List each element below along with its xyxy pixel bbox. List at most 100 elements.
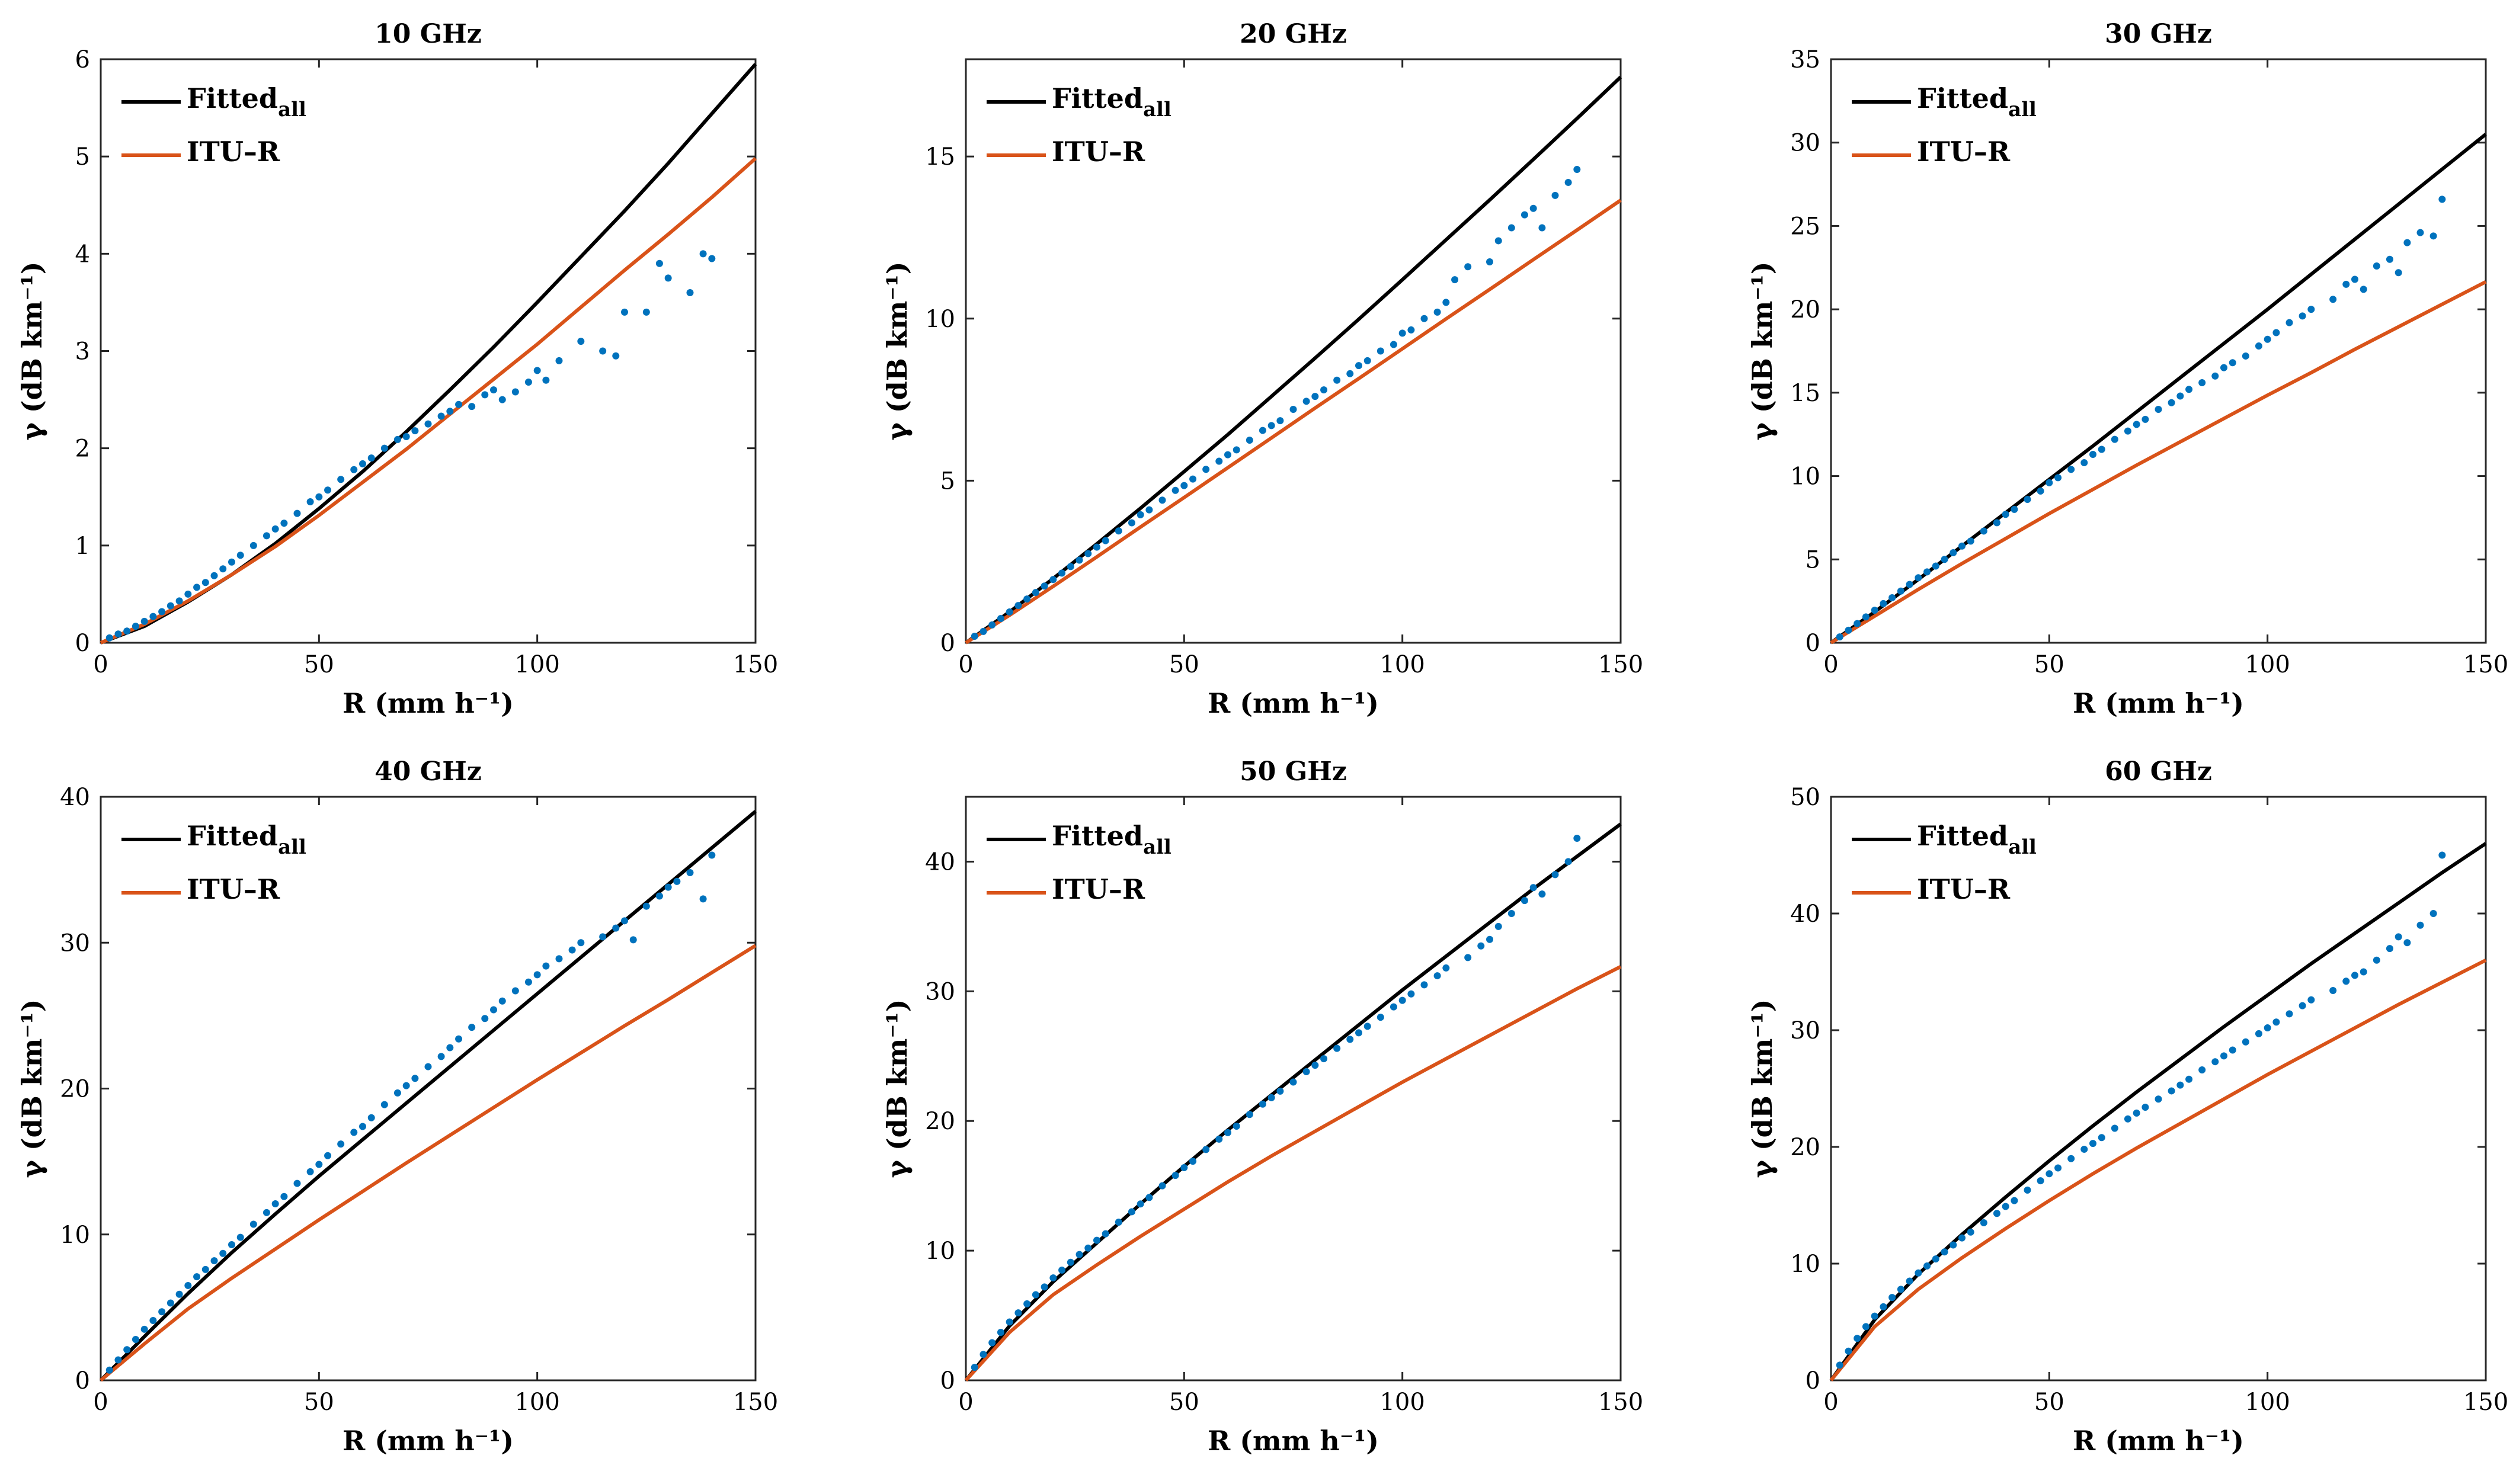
data-point — [1128, 1208, 1135, 1216]
data-point — [2124, 427, 2131, 435]
data-point — [1215, 457, 1223, 465]
data-point — [350, 466, 358, 473]
data-point — [2416, 921, 2424, 929]
data-point — [1058, 569, 1066, 577]
data-point — [455, 400, 463, 408]
data-point — [411, 427, 419, 435]
data-point — [1958, 1234, 1966, 1242]
data-point — [2054, 474, 2062, 482]
data-point — [201, 1265, 209, 1273]
data-point — [1932, 562, 1939, 570]
x-tick-label: 50 — [304, 651, 334, 678]
data-point — [1923, 1262, 1931, 1270]
data-point — [271, 1200, 279, 1208]
data-point — [1320, 386, 1328, 394]
data-point — [1267, 422, 1275, 430]
data-point — [1398, 329, 1406, 337]
legend-label-main: Fitted — [1917, 820, 2008, 852]
y-tick-label: 3 — [75, 338, 90, 366]
data-point — [359, 1123, 366, 1130]
chart-title: 10 GHz — [374, 19, 482, 49]
data-point — [642, 308, 650, 316]
data-point — [1041, 1283, 1048, 1291]
data-point — [2080, 1145, 2088, 1153]
y-tick-label: 20 — [1790, 296, 1820, 323]
data-point — [2395, 269, 2402, 277]
data-point — [1224, 451, 1231, 459]
y-tick-label: 5 — [1806, 546, 1820, 573]
data-point — [2168, 399, 2175, 406]
data-point — [1464, 954, 1472, 961]
data-point — [2211, 372, 2219, 380]
data-point — [1075, 1251, 1083, 1258]
data-point — [1390, 341, 1397, 348]
y-tick-label: 6 — [75, 46, 90, 73]
panel-30-ghz: 30 GHz 0 50 100 150 0 5 10 15 20 25 30 35 R (mm h⁻¹) γ… — [1746, 19, 2508, 719]
data-point — [1573, 835, 1581, 842]
data-point — [2080, 459, 2088, 467]
data-point — [1854, 620, 1861, 627]
data-point — [1346, 1036, 1354, 1043]
data-point — [1276, 1087, 1284, 1095]
data-point — [2198, 1066, 2206, 1073]
data-point — [140, 617, 148, 625]
data-point — [219, 565, 227, 573]
data-point — [1084, 550, 1092, 557]
data-point — [2438, 851, 2446, 859]
data-point — [193, 584, 201, 591]
data-point — [359, 460, 366, 467]
y-tick-label: 0 — [75, 1367, 90, 1395]
data-point — [293, 1179, 301, 1187]
data-point — [1420, 981, 1428, 989]
data-point — [132, 623, 139, 630]
data-point — [1137, 511, 1144, 518]
data-point — [337, 476, 345, 483]
y-tick-label: 0 — [940, 630, 955, 657]
data-point — [1333, 1044, 1341, 1052]
data-point — [2351, 275, 2358, 283]
data-point — [2011, 505, 2018, 513]
data-point — [2168, 1087, 2175, 1095]
data-point — [2264, 1024, 2271, 1032]
data-point — [1084, 1244, 1092, 1252]
data-point — [1871, 607, 1878, 614]
data-point — [1302, 398, 1310, 405]
panel-10-ghz: 10 GHz 0 50 100 150 0 1 2 3 4 5 6 R (mm h⁻¹) γ (dB km… — [16, 19, 778, 719]
data-point — [2285, 319, 2293, 326]
data-point — [2198, 379, 2206, 386]
y-tick-label: 10 — [925, 306, 955, 333]
data-point — [511, 388, 519, 396]
data-point — [1363, 357, 1371, 364]
data-point — [1067, 1258, 1074, 1266]
data-point — [167, 1299, 174, 1307]
data-point — [1941, 1248, 1948, 1256]
data-point — [1137, 1200, 1144, 1208]
y-tick-label: 30 — [60, 929, 90, 957]
legend-label: Fittedall — [1917, 82, 2037, 121]
legend-label-main: ITU–R — [187, 873, 280, 905]
data-point — [2264, 335, 2271, 343]
data-point — [2024, 495, 2031, 503]
data-point — [2229, 359, 2236, 367]
x-tick-label: 50 — [1169, 651, 1199, 678]
data-point — [2360, 286, 2367, 293]
y-tick-label: 25 — [1790, 213, 1820, 240]
data-point — [599, 933, 607, 941]
data-point — [1521, 897, 1528, 905]
data-point — [1180, 1164, 1188, 1172]
y-tick-label: 0 — [75, 630, 90, 657]
data-point — [1993, 1210, 2000, 1217]
data-point — [1993, 519, 2000, 527]
legend-label: Fittedall — [1052, 820, 1171, 859]
data-point — [2185, 386, 2193, 393]
data-point — [1420, 315, 1428, 322]
y-tick-label: 20 — [925, 1108, 955, 1135]
fitted-line — [1830, 133, 2487, 645]
data-point — [1171, 486, 1179, 494]
legend-label: ITU–R — [1052, 873, 1145, 905]
data-point — [367, 454, 375, 462]
data-point — [2067, 466, 2075, 473]
data-point — [271, 525, 279, 533]
y-tick-label: 30 — [925, 978, 955, 1005]
data-point — [114, 1356, 122, 1364]
